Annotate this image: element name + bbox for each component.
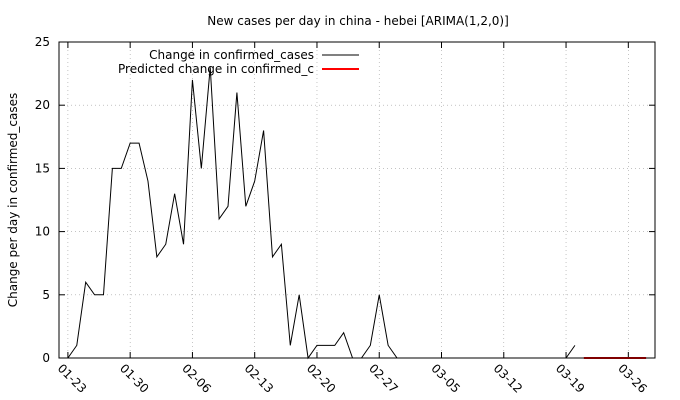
plot-frame [58,41,656,359]
x-tick-label: 02-06 [179,361,214,396]
x-tick-label: 03-05 [428,361,463,396]
x-tick-label: 01-23 [55,361,90,396]
x-tick-label: 03-12 [491,361,526,396]
legend-label: Predicted change in confirmed_c [118,62,314,76]
x-tick-label: 03-26 [615,361,650,396]
y-tick-label: 15 [35,161,50,175]
legend-label: Change in confirmed_cases [149,48,314,62]
y-tick-label: 0 [42,351,50,365]
x-tick-label: 03-19 [553,361,588,396]
y-tick-label: 5 [42,288,50,302]
chart-title: New cases per day in china - hebei [ARIM… [207,14,509,28]
x-tick-label: 02-13 [242,361,277,396]
x-tick-label: 01-30 [117,361,152,396]
y-tick-label: 10 [35,225,50,239]
series-line-actual [67,67,576,360]
series-lines [67,67,647,360]
x-tick-label: 02-27 [366,361,401,396]
grid-lines [59,41,655,359]
y-tick-label: 25 [35,35,50,49]
y-tick-label: 20 [35,98,50,112]
axis-ticks: 0 5 10 15 20 25 01-23 01-30 02-06 02-13 02-20 02-27… [35,35,655,396]
x-tick-label: 02-20 [304,361,339,396]
y-axis-label: Change per day in confirmed_cases [6,93,20,308]
